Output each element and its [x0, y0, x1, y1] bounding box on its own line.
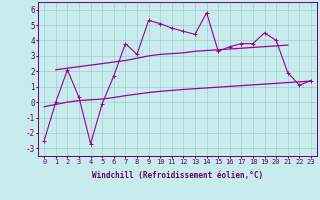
X-axis label: Windchill (Refroidissement éolien,°C): Windchill (Refroidissement éolien,°C)	[92, 171, 263, 180]
